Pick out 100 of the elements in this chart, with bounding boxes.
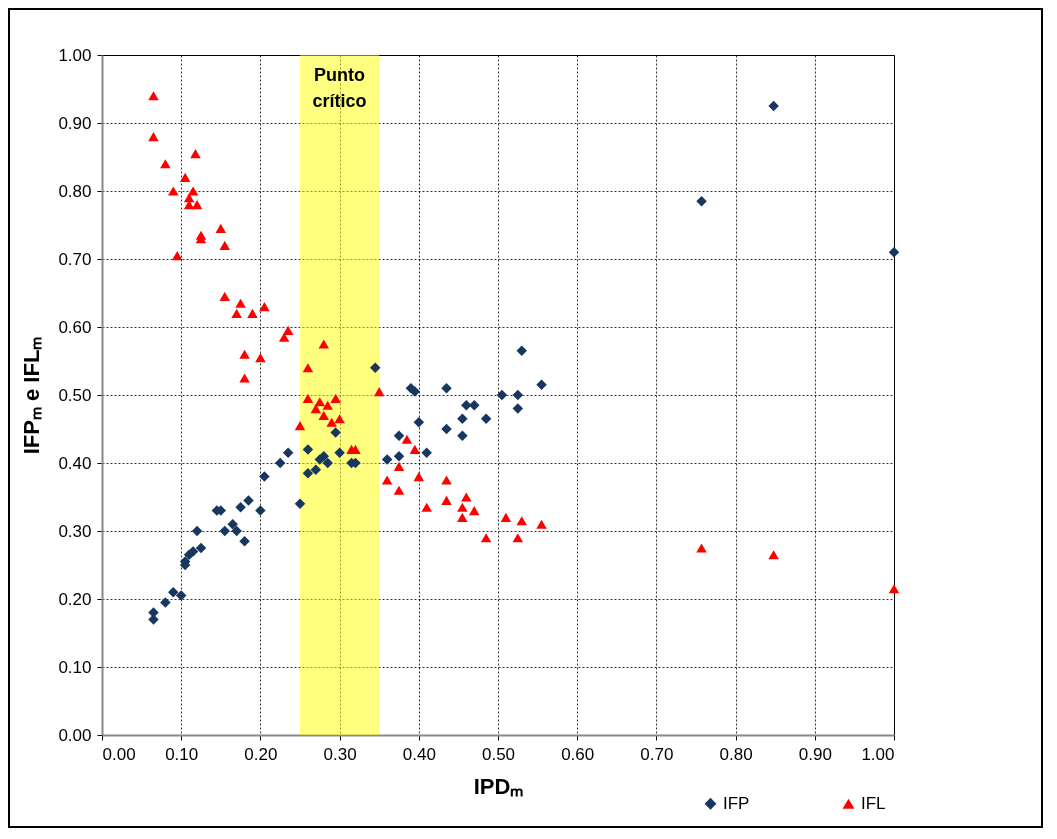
- y-axis-title: IFPₘ e IFLₘ: [19, 336, 45, 455]
- point: [227, 518, 238, 530]
- point: [215, 223, 227, 233]
- point: [302, 393, 314, 403]
- point: [373, 387, 385, 397]
- x-tick-label: 0.40: [402, 744, 436, 764]
- band-label: Punto crítico: [312, 65, 367, 111]
- y-tick-label: 0.50: [58, 385, 92, 405]
- x-tick-label: 0.70: [640, 744, 674, 764]
- point: [457, 430, 468, 442]
- point: [457, 512, 468, 522]
- point: [536, 379, 547, 391]
- point: [243, 495, 254, 506]
- point: [322, 457, 333, 469]
- x-tick-label: 0.20: [244, 744, 278, 764]
- point: [168, 586, 179, 598]
- point: [274, 457, 286, 469]
- point: [421, 502, 432, 512]
- point: [536, 519, 547, 529]
- point: [235, 501, 246, 513]
- point: [231, 525, 242, 537]
- point: [191, 200, 203, 210]
- point: [282, 447, 294, 459]
- point: [512, 533, 524, 543]
- point: [294, 421, 306, 431]
- y-tick-label: 0.80: [58, 181, 92, 201]
- point: [302, 444, 314, 455]
- point: [259, 302, 270, 312]
- point: [330, 427, 341, 438]
- point: [334, 414, 345, 424]
- point: [160, 159, 171, 169]
- y-tick-label: 0.60: [58, 317, 92, 337]
- point: [195, 542, 207, 554]
- point: [219, 291, 230, 301]
- point: [310, 464, 322, 476]
- point: [888, 246, 900, 258]
- point: [393, 485, 405, 495]
- point: [187, 546, 199, 557]
- x-tick-label: 0.10: [165, 744, 199, 764]
- legend-label: IFP: [723, 793, 750, 813]
- point: [175, 590, 187, 601]
- point: [696, 543, 707, 553]
- point: [370, 362, 381, 374]
- y-tick-label: 0.00: [58, 725, 92, 745]
- point: [239, 535, 250, 547]
- point: [441, 495, 452, 505]
- point: [282, 325, 294, 335]
- x-axis-title: IPDₘ: [473, 773, 524, 799]
- y-tick-label: 0.20: [58, 589, 92, 609]
- point: [219, 240, 230, 250]
- point: [441, 423, 452, 435]
- point: [314, 397, 326, 407]
- point: [310, 404, 322, 414]
- point: [461, 399, 472, 411]
- point: [255, 505, 266, 516]
- point: [318, 339, 329, 349]
- point: [179, 172, 191, 182]
- point: [393, 450, 405, 462]
- point: [187, 186, 199, 196]
- point: [696, 195, 707, 207]
- point: [413, 416, 425, 428]
- point: [235, 298, 246, 308]
- point: [318, 410, 329, 420]
- point: [168, 186, 179, 196]
- point: [469, 399, 480, 411]
- point: [441, 382, 452, 394]
- x-tick-label: 0.60: [561, 744, 595, 764]
- point: [334, 447, 345, 459]
- point: [148, 132, 159, 142]
- point: [421, 447, 432, 459]
- point: [190, 149, 201, 159]
- point: [457, 502, 468, 512]
- point: [160, 597, 171, 608]
- point: [393, 461, 405, 471]
- point: [219, 525, 230, 537]
- point: [148, 91, 159, 101]
- point: [330, 393, 341, 403]
- point: [302, 467, 314, 479]
- point: [480, 533, 492, 543]
- point: [516, 345, 527, 357]
- point: [278, 332, 290, 342]
- point: [172, 251, 183, 261]
- point: [512, 389, 524, 401]
- point: [231, 308, 242, 318]
- point: [247, 308, 258, 318]
- point: [441, 475, 452, 485]
- x-tick-label: 0.50: [481, 744, 516, 764]
- point: [239, 349, 250, 359]
- y-tick-label: 0.70: [58, 249, 92, 269]
- point: [401, 434, 413, 444]
- point: [496, 389, 508, 401]
- point: [322, 400, 333, 410]
- point: [516, 516, 527, 526]
- point: [457, 413, 468, 425]
- point: [191, 525, 203, 537]
- legend-label: IFL: [861, 793, 886, 813]
- point: [259, 471, 270, 482]
- point: [500, 512, 512, 522]
- x-tick-label: 0.80: [719, 744, 753, 764]
- y-tick-label: 1.00: [58, 45, 92, 65]
